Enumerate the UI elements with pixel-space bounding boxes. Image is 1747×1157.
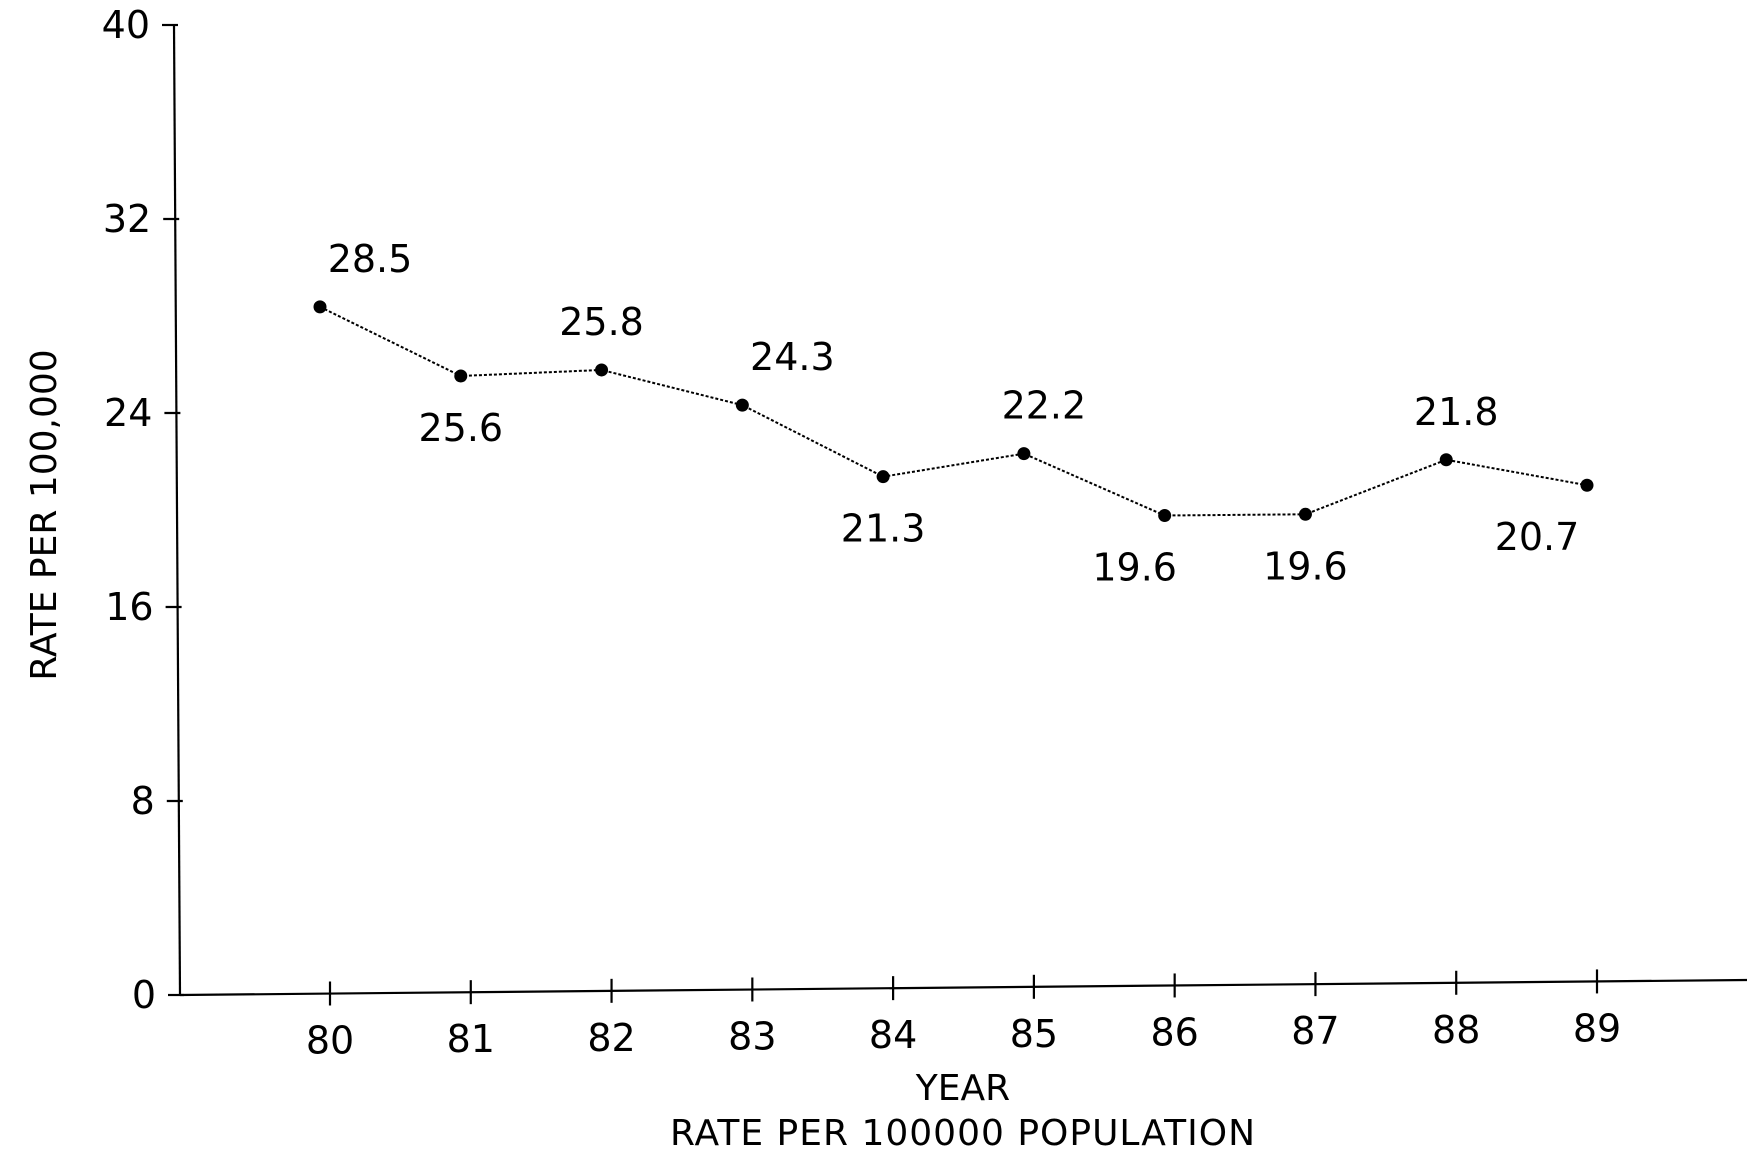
- data-point: [313, 300, 327, 314]
- data-label: 21.3: [841, 507, 926, 551]
- y-axis-line: [172, 24, 182, 996]
- data-point: [876, 470, 890, 484]
- series: [313, 300, 1594, 522]
- data-label: 20.7: [1495, 515, 1580, 559]
- x-tick-label: 80: [306, 1019, 354, 1063]
- y-tick-label: 40: [102, 3, 150, 47]
- data-point: [1298, 507, 1312, 521]
- y-axis: 0 8 16 24 32 40: [102, 3, 184, 1017]
- x-axis-line: [179, 978, 1747, 997]
- y-axis-title: RATE PER 100,000: [24, 349, 65, 680]
- x-tick-label: 87: [1291, 1009, 1339, 1053]
- chart-caption: RATE PER 100000 POPULATION: [670, 1113, 1256, 1154]
- data-label: 25.6: [418, 406, 503, 450]
- data-label: 19.6: [1263, 544, 1348, 588]
- data-labels: 28.5 25.6 25.8 24.3 21.3 22.2 19.6 19.6 21.8 20.7: [328, 237, 1580, 590]
- data-point: [1580, 478, 1594, 492]
- x-tick-label: 89: [1573, 1006, 1621, 1050]
- x-axis-title: YEAR: [915, 1068, 1010, 1109]
- data-label: 24.3: [750, 335, 835, 379]
- x-tick-label: 84: [869, 1013, 917, 1057]
- data-point: [595, 363, 609, 377]
- x-tick-label: 83: [728, 1014, 776, 1058]
- y-tick-label: 16: [105, 585, 153, 629]
- x-tick-label: 86: [1150, 1010, 1198, 1054]
- x-tick-label: 88: [1432, 1008, 1480, 1052]
- series-line: [319, 305, 1588, 517]
- data-label: 22.2: [1002, 384, 1087, 428]
- data-point: [454, 369, 468, 383]
- y-tick-label: 24: [104, 391, 152, 435]
- data-point: [1017, 447, 1031, 461]
- data-label: 28.5: [328, 237, 413, 281]
- x-tick-label: 85: [1010, 1012, 1058, 1056]
- data-point: [1158, 509, 1172, 522]
- data-label: 25.8: [559, 300, 644, 344]
- y-tick-label: 32: [103, 197, 151, 241]
- y-tick-label: 8: [131, 779, 155, 823]
- x-axis: 80 81 82 83 84 85 86 87 88 89: [179, 969, 1747, 1063]
- data-label: 21.8: [1414, 390, 1499, 434]
- data-point: [735, 398, 749, 412]
- x-tick-label: 81: [447, 1017, 495, 1061]
- y-tick-label: 0: [132, 973, 156, 1017]
- x-tick-label: 82: [587, 1016, 635, 1060]
- data-label: 19.6: [1092, 546, 1177, 590]
- data-point: [1439, 453, 1453, 467]
